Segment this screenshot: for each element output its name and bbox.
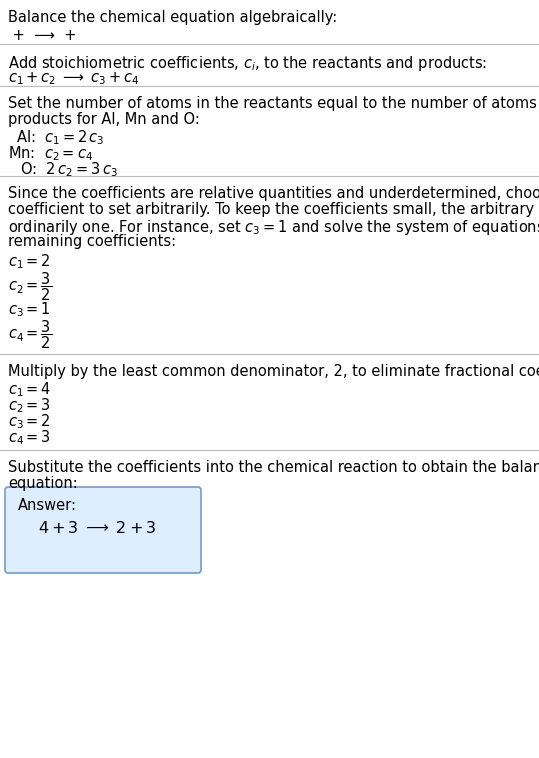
Text: Add stoichiometric coefficients, $c_i$, to the reactants and products:: Add stoichiometric coefficients, $c_i$, …	[8, 54, 487, 73]
Text: $c_3 = 1$: $c_3 = 1$	[8, 300, 51, 318]
Text: equation:: equation:	[8, 476, 78, 491]
Text: $c_2 = \dfrac{3}{2}$: $c_2 = \dfrac{3}{2}$	[8, 270, 52, 302]
Text: $c_1 = 2$: $c_1 = 2$	[8, 252, 51, 271]
Text: O:  $2\,c_2 = 3\,c_3$: O: $2\,c_2 = 3\,c_3$	[20, 160, 118, 179]
Text: Al:  $c_1 = 2\,c_3$: Al: $c_1 = 2\,c_3$	[16, 128, 105, 147]
Text: $c_4 = \dfrac{3}{2}$: $c_4 = \dfrac{3}{2}$	[8, 318, 52, 350]
Text: Mn:  $c_2 = c_4$: Mn: $c_2 = c_4$	[8, 144, 93, 163]
Text: Substitute the coefficients into the chemical reaction to obtain the balanced: Substitute the coefficients into the che…	[8, 460, 539, 475]
Text: Set the number of atoms in the reactants equal to the number of atoms in the: Set the number of atoms in the reactants…	[8, 96, 539, 111]
Text: $c_4 = 3$: $c_4 = 3$	[8, 428, 51, 446]
Text: products for Al, Mn and O:: products for Al, Mn and O:	[8, 112, 200, 127]
Text: Balance the chemical equation algebraically:: Balance the chemical equation algebraica…	[8, 10, 337, 25]
Text: $4 + 3 \;\longrightarrow\; 2 + 3$: $4 + 3 \;\longrightarrow\; 2 + 3$	[38, 520, 156, 536]
Text: remaining coefficients:: remaining coefficients:	[8, 234, 176, 249]
Text: coefficient to set arbitrarily. To keep the coefficients small, the arbitrary va: coefficient to set arbitrarily. To keep …	[8, 202, 539, 217]
Text: $c_1 = 4$: $c_1 = 4$	[8, 380, 51, 399]
Text: $c_1 + c_2 \;\longrightarrow\; c_3 + c_4$: $c_1 + c_2 \;\longrightarrow\; c_3 + c_4…	[8, 70, 140, 86]
Text: $c_3 = 2$: $c_3 = 2$	[8, 412, 51, 431]
FancyBboxPatch shape	[5, 487, 201, 573]
Text: ordinarily one. For instance, set $c_3 = 1$ and solve the system of equations fo: ordinarily one. For instance, set $c_3 =…	[8, 218, 539, 237]
Text: Answer:: Answer:	[18, 498, 77, 513]
Text: +  ⟶  +: + ⟶ +	[8, 28, 81, 43]
Text: Multiply by the least common denominator, 2, to eliminate fractional coefficient: Multiply by the least common denominator…	[8, 364, 539, 379]
Text: $c_2 = 3$: $c_2 = 3$	[8, 396, 51, 415]
Text: Since the coefficients are relative quantities and underdetermined, choose a: Since the coefficients are relative quan…	[8, 186, 539, 201]
